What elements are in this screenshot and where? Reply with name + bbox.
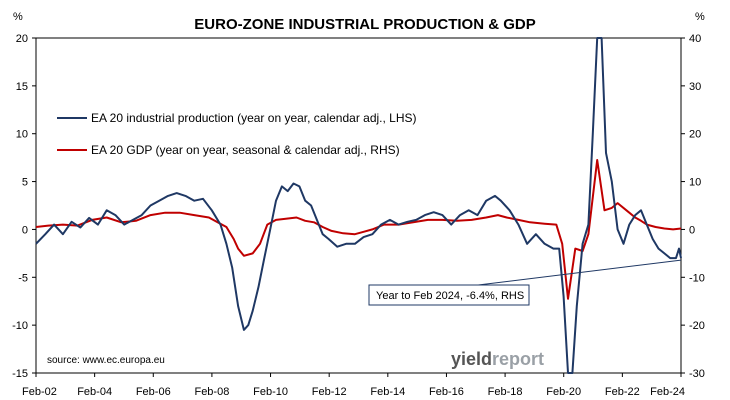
annotation-leader [469,259,682,287]
series-layer [35,37,682,374]
left-tick-label: -15 [12,368,28,380]
left-tick-label: -10 [12,320,28,332]
right-tick-label: 0 [689,224,695,236]
left-tick-label: -5 [18,272,28,284]
right-axis-unit: % [695,11,705,23]
left-axis-unit: % [13,11,23,23]
right-tick-label: -10 [689,272,705,284]
series-gdp [35,159,682,300]
series-industrial-production [35,37,682,374]
annotation-text: Year to Feb 2024, -6.4%, RHS [376,290,524,302]
right-tick-label: -20 [689,320,705,332]
right-tick-label: 40 [689,33,701,45]
x-tick-label: Feb-20 [546,386,581,398]
x-tick-label: Feb-08 [194,386,229,398]
legend-label-gdp: EA 20 GDP (year on year, seasonal & cale… [91,143,400,157]
logo-part-1: yield [451,349,492,369]
right-tick-label: 30 [689,81,701,93]
right-axis: -30 -20 -10 0 10 20 30 40 [681,33,705,380]
plot-area [35,37,682,374]
logo-part-2: report [492,349,544,369]
source-note: source: www.ec.europa.eu [47,355,165,366]
x-tick-label: Feb-14 [370,386,405,398]
x-tick-label: Feb-10 [253,386,288,398]
right-tick-label: 20 [689,129,701,141]
legend-label-ip: EA 20 industrial production (year on yea… [91,111,417,125]
x-tick-label: Feb-12 [312,386,347,398]
left-tick-label: 5 [22,177,28,189]
left-tick-label: 10 [16,129,28,141]
svg-text:yieldreport: yieldreport [451,349,544,369]
legend: EA 20 industrial production (year on yea… [57,111,417,157]
annotation-box [368,284,530,306]
right-tick-label: -30 [689,368,705,380]
left-axis: -15 -10 -5 0 5 10 15 20 [12,33,36,380]
x-tick-label: Feb-18 [488,386,523,398]
x-tick-label: Feb-24 [650,386,685,398]
left-tick-label: 20 [16,33,28,45]
x-tick-label: Feb-06 [136,386,171,398]
annotation: Year to Feb 2024, -6.4%, RHS [368,259,682,306]
x-tick-label: Feb-04 [77,386,112,398]
yieldreport-logo: yieldreport [451,349,544,369]
left-tick-label: 15 [16,81,28,93]
right-tick-label: 10 [689,177,701,189]
left-tick-label: 0 [22,224,28,236]
x-tick-label: Feb-02 [22,386,57,398]
chart-title: EURO-ZONE INDUSTRIAL PRODUCTION & GDP [194,16,535,33]
x-axis: Feb-02 Feb-04 Feb-06 Feb-08 Feb-10 Feb-12 Feb-… [22,373,685,398]
x-tick-label: Feb-22 [605,386,640,398]
x-tick-label: Feb-16 [429,386,464,398]
